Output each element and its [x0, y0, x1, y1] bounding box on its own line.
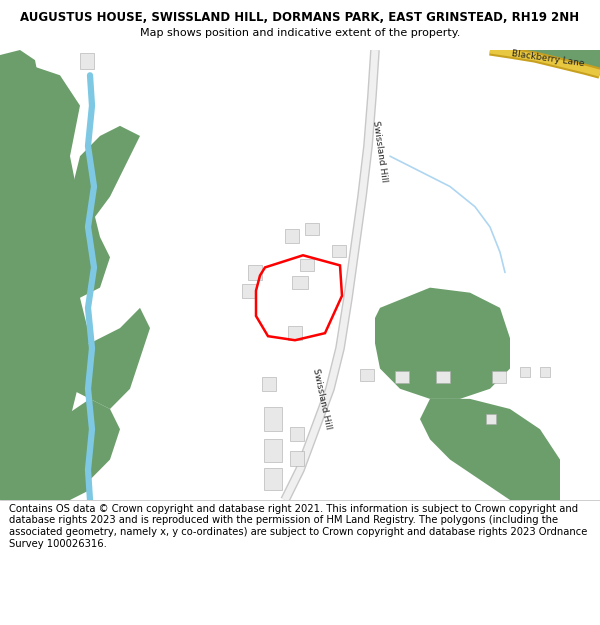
Bar — [262, 377, 276, 391]
Bar — [285, 229, 299, 243]
Bar — [290, 428, 304, 441]
Polygon shape — [420, 399, 560, 500]
Text: Blackberry Lane: Blackberry Lane — [511, 49, 585, 69]
Bar — [540, 366, 550, 377]
Bar — [360, 369, 374, 381]
Text: Swissland Hill: Swissland Hill — [311, 368, 333, 430]
Bar — [300, 259, 314, 271]
Bar — [332, 245, 346, 258]
Polygon shape — [495, 50, 600, 75]
Bar — [264, 468, 282, 490]
Bar — [80, 53, 94, 69]
Bar — [395, 371, 409, 382]
Polygon shape — [40, 399, 120, 490]
Bar — [288, 326, 302, 340]
Bar — [486, 414, 496, 424]
Bar — [242, 284, 256, 298]
Text: Map shows position and indicative extent of the property.: Map shows position and indicative extent… — [140, 28, 460, 38]
Text: Swissland Hill: Swissland Hill — [371, 120, 389, 182]
Bar — [292, 276, 308, 289]
Polygon shape — [60, 126, 140, 308]
Bar — [492, 371, 506, 382]
Polygon shape — [490, 50, 600, 75]
Polygon shape — [60, 308, 150, 409]
Bar — [436, 371, 450, 382]
Bar — [264, 439, 282, 462]
Polygon shape — [0, 65, 90, 500]
Bar — [264, 407, 282, 431]
Bar — [520, 366, 530, 377]
Text: AUGUSTUS HOUSE, SWISSLAND HILL, DORMANS PARK, EAST GRINSTEAD, RH19 2NH: AUGUSTUS HOUSE, SWISSLAND HILL, DORMANS … — [20, 11, 580, 24]
Bar — [290, 451, 304, 466]
Bar — [305, 223, 319, 235]
Polygon shape — [0, 50, 40, 106]
Polygon shape — [375, 288, 510, 399]
Text: Contains OS data © Crown copyright and database right 2021. This information is : Contains OS data © Crown copyright and d… — [9, 504, 587, 549]
Bar — [248, 266, 262, 279]
